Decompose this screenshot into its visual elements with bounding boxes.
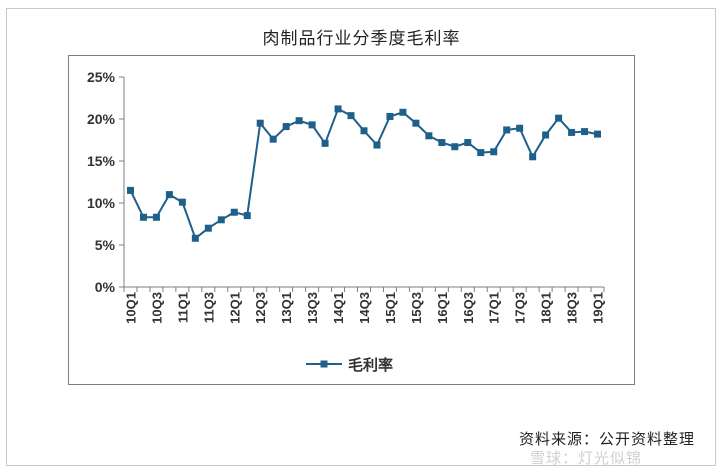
- data-point: [360, 127, 368, 135]
- data-point: [464, 139, 472, 147]
- data-point: [139, 213, 147, 221]
- data-point: [503, 126, 511, 134]
- data-point: [438, 139, 446, 147]
- x-tick-label: 12Q3: [253, 292, 268, 324]
- watermark: 雪球：灯光似锦: [530, 449, 643, 467]
- x-tick-label: 14Q3: [357, 292, 372, 324]
- data-point: [451, 143, 459, 151]
- y-tick-label: 20%: [87, 111, 116, 127]
- x-tick-label: 19Q1: [591, 292, 606, 324]
- data-point: [256, 119, 264, 127]
- data-point: [204, 224, 212, 232]
- data-point: [295, 117, 303, 125]
- y-tick-label: 15%: [87, 153, 116, 169]
- x-tick-label: 14Q1: [331, 292, 346, 324]
- data-point: [282, 123, 290, 131]
- x-tick-label: 13Q3: [305, 292, 320, 324]
- x-tick-label: 10Q1: [123, 292, 138, 324]
- data-point: [542, 131, 550, 139]
- chart-title: 肉制品行业分季度毛利率: [262, 29, 461, 49]
- data-point: [230, 208, 238, 216]
- data-point: [373, 141, 381, 149]
- chart-frame: [6, 8, 716, 466]
- data-point: [308, 121, 316, 129]
- y-tick-label: 0%: [95, 279, 116, 295]
- y-tick-label: 10%: [87, 195, 116, 211]
- x-tick-label: 13Q1: [279, 292, 294, 324]
- data-point: [217, 216, 225, 224]
- data-point: [399, 108, 407, 116]
- x-tick-label: 15Q1: [383, 292, 398, 324]
- x-tick-label: 11Q1: [175, 292, 190, 323]
- data-point: [594, 130, 602, 138]
- data-point: [412, 119, 420, 127]
- x-tick-label: 12Q1: [227, 292, 242, 324]
- chart-plot-area: [68, 55, 635, 385]
- data-point: [490, 148, 498, 156]
- data-point: [243, 212, 251, 220]
- data-point: [347, 112, 355, 120]
- data-point: [529, 153, 537, 161]
- y-tick-label: 5%: [95, 237, 116, 253]
- data-point: [334, 105, 342, 113]
- legend-label: 毛利率: [348, 356, 393, 374]
- data-point: [555, 114, 563, 122]
- data-point: [269, 135, 277, 143]
- data-point: [126, 186, 134, 194]
- x-tick-label: 18Q1: [539, 292, 554, 324]
- data-point: [386, 112, 394, 120]
- x-tick-label: 17Q3: [513, 292, 528, 324]
- data-point: [516, 124, 524, 132]
- x-tick-label: 16Q1: [435, 292, 450, 324]
- data-point: [477, 149, 485, 157]
- data-point: [321, 139, 329, 147]
- data-point: [165, 191, 173, 199]
- x-tick-label: 18Q3: [565, 292, 580, 324]
- source-note: 资料来源：公开资料整理: [518, 430, 695, 448]
- data-point: [178, 198, 186, 206]
- x-tick-label: 15Q3: [409, 292, 424, 324]
- x-tick-label: 17Q1: [487, 292, 502, 324]
- data-point: [581, 128, 589, 136]
- x-tick-label: 11Q3: [201, 292, 216, 323]
- data-point: [152, 213, 160, 221]
- data-point: [568, 128, 576, 136]
- y-tick-label: 25%: [87, 69, 116, 85]
- x-tick-label: 10Q3: [149, 292, 164, 324]
- data-point: [191, 234, 199, 242]
- data-point: [425, 132, 433, 140]
- legend-marker: [320, 360, 328, 368]
- x-tick-label: 16Q3: [461, 292, 476, 324]
